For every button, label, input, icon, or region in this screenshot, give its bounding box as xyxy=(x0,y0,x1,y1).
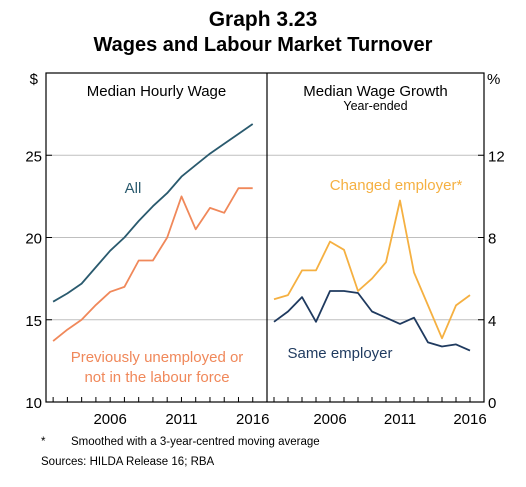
y-tick-label-right: 0 xyxy=(488,395,496,412)
series-line xyxy=(273,290,471,352)
series-line xyxy=(52,187,253,342)
series-line xyxy=(52,123,254,303)
graph-number: Graph 3.23 xyxy=(208,8,318,31)
panel-title: Median Hourly Wage xyxy=(87,83,227,100)
x-tick-label: 2016 xyxy=(236,411,269,428)
y-tick-label-right: 12 xyxy=(488,148,505,165)
x-tick-label: 2016 xyxy=(453,411,486,428)
y-tick-label-left: 10 xyxy=(25,395,42,412)
panel-title: Median Wage Growth xyxy=(303,83,448,100)
y-tick-label-left: 25 xyxy=(25,148,42,165)
series-label-line: Previously unemployed or xyxy=(71,349,244,366)
footnote-text: Smoothed with a 3-year-centred moving av… xyxy=(71,436,320,448)
series-line xyxy=(273,199,471,340)
y-tick-label-right: 8 xyxy=(488,231,496,248)
x-tick-label: 2006 xyxy=(93,411,126,428)
series-label-all: All xyxy=(125,180,142,197)
sources-note: Sources: HILDA Release 16; RBA xyxy=(41,456,215,468)
y-tick-label-left: 15 xyxy=(25,313,42,330)
x-tick-label: 2011 xyxy=(384,411,416,428)
y-tick-label-right: 4 xyxy=(488,313,496,330)
x-tick-label: 2011 xyxy=(165,411,197,428)
series-label-line: not in the labour force xyxy=(84,369,229,386)
y-tick-label-left: 20 xyxy=(25,231,42,248)
plot-frame xyxy=(45,72,485,403)
series-label-previously-unemployed: Previously unemployed or not in the labou… xyxy=(71,349,244,386)
chart-title: Wages and Labour Market Turnover xyxy=(93,34,433,56)
x-tick-label: 2006 xyxy=(313,411,346,428)
panel-subtitle: Year-ended xyxy=(343,99,407,113)
series-label-same-employer: Same employer xyxy=(287,345,392,362)
y-axis-label-left: $ xyxy=(30,71,39,88)
footnote: * Smoothed with a 3-year-centred moving a… xyxy=(41,436,320,448)
footnote-marker: * xyxy=(41,436,46,448)
y-axis-label-right: % xyxy=(487,71,500,88)
series-label-changed-employer: Changed employer* xyxy=(330,177,463,194)
